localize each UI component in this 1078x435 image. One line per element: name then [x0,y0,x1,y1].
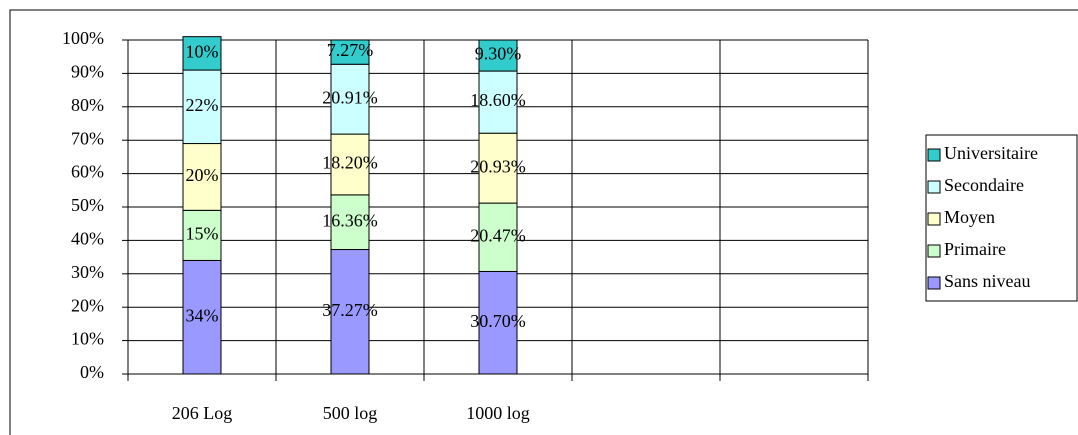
bar-segment [182,36,222,71]
data-label: 18.60% [470,90,526,110]
legend-swatch [927,148,941,162]
bar-segment [330,249,370,375]
legend-box [925,134,1078,302]
data-label: 10% [186,41,219,61]
y-tick-label: 30% [71,262,104,282]
legend-label: Sans niveau [944,271,1030,291]
bar-segment [478,132,518,204]
data-label: 22% [186,95,219,115]
bar-segment [478,39,518,72]
legend-swatch [927,276,941,290]
legend-swatch [927,180,941,194]
y-tick-label: 60% [71,162,104,182]
data-label: 20.91% [322,87,378,107]
data-label: 30.70% [470,311,526,331]
x-tick-label: 206 Log [172,403,233,423]
data-label: 20.47% [470,225,526,245]
bar-segment [182,69,222,145]
y-tick-label: 10% [71,329,104,349]
chart-border [9,9,1078,435]
data-label: 18.20% [322,153,378,173]
bar-segment [330,63,370,135]
y-tick-label: 70% [71,128,104,148]
x-tick-label: 1000 log [466,403,530,423]
bar-segment [330,39,370,65]
data-label: 16.36% [322,210,378,230]
y-tick-label: 0% [80,362,104,382]
data-label: 15% [186,224,219,244]
y-tick-label: 90% [71,62,104,82]
data-label: 37.27% [322,300,378,320]
bar-segment [182,143,222,211]
legend-label: Secondaire [944,175,1024,195]
y-tick-label: 40% [71,229,104,249]
data-label: 9.30% [475,44,522,64]
data-label: 7.27% [327,40,374,60]
x-tick-label: 500 log [323,403,378,423]
y-tick-label: 80% [71,95,104,115]
data-label: 20.93% [470,156,526,176]
legend-label: Universitaire [944,143,1038,163]
data-label: 34% [186,305,219,325]
legend-swatch [927,212,941,226]
legend-label: Primaire [944,239,1006,259]
bar-segment [182,259,222,375]
bar-segment [182,209,222,261]
y-tick-label: 50% [71,195,104,215]
legend-swatch [927,244,941,258]
legend-label: Moyen [944,207,995,227]
y-tick-label: 100% [62,28,104,48]
y-tick-label: 20% [71,295,104,315]
data-label: 20% [186,165,219,185]
